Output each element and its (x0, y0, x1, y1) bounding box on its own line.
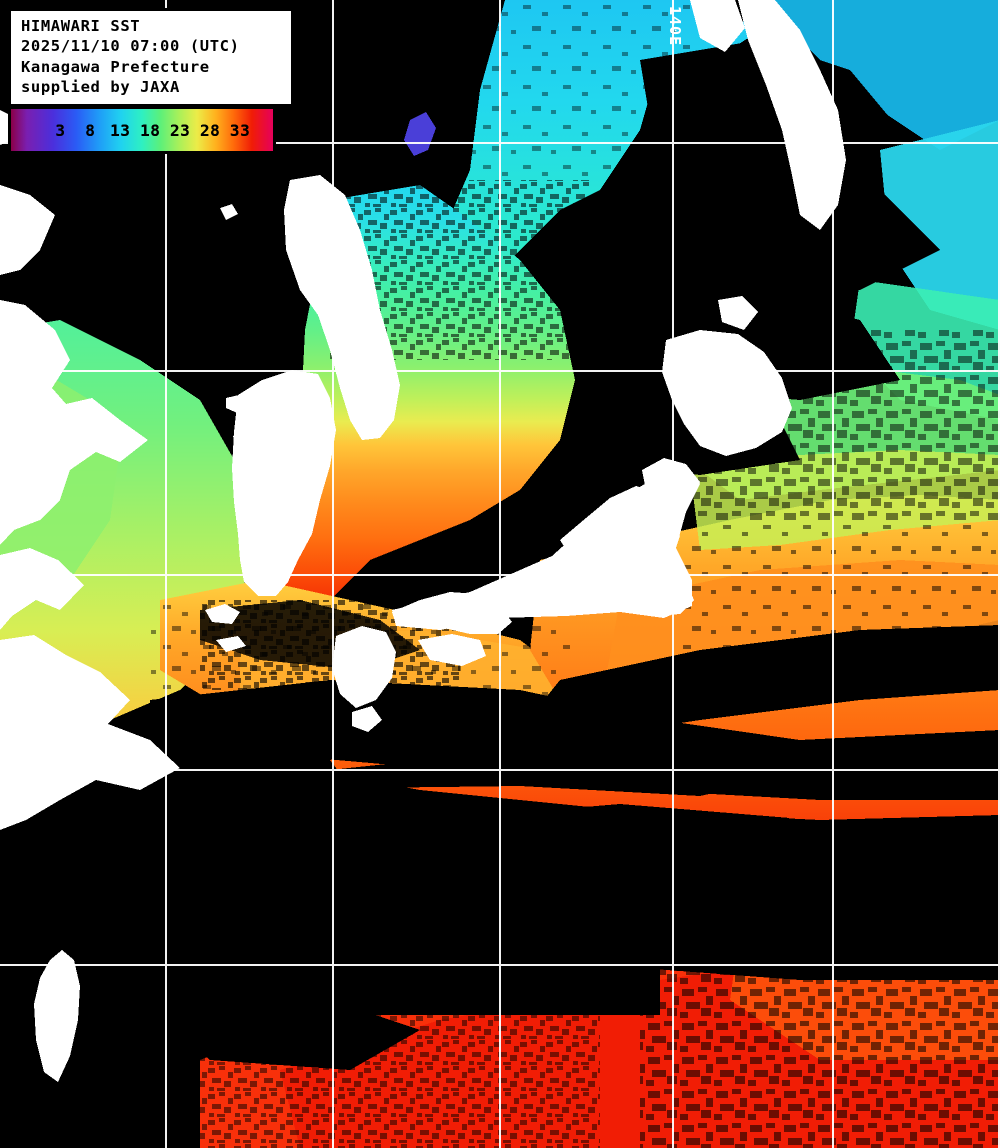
land-china-coast-n (0, 300, 148, 545)
land-japan-shikoku (418, 634, 486, 666)
land-jeju-island (205, 604, 240, 624)
sst-region-north-pacific-nw (760, 0, 1000, 150)
land-korean-peninsula (232, 370, 336, 596)
product-region: Kanagawa Prefecture (21, 57, 210, 76)
product-title: HIMAWARI SST (21, 17, 141, 35)
colorbar-tick-labels: 3 8 13 18 23 28 33 (11, 109, 273, 151)
land-mainland-russia (690, 0, 745, 52)
lake-khanka-sst (404, 112, 436, 156)
product-source: supplied by JAXA (21, 78, 180, 97)
colorbar-tick-3: 3 (55, 120, 66, 140)
land-japan-kyushu (332, 626, 396, 708)
land-korea-north-mountain (284, 175, 400, 440)
colorbar-tick-23: 23 (170, 120, 191, 140)
colorbar-gradient (11, 109, 273, 151)
colorbar-tick-28: 28 (199, 120, 221, 140)
product-info-box: HIMAWARI SST 2025/11/10 07:00 (UTC) Kana… (8, 8, 294, 107)
colorbar-tick-18: 18 (140, 120, 161, 140)
land-small-island-a (220, 204, 238, 220)
land-taiwan (34, 950, 80, 1082)
product-timestamp: 2025/11/10 07:00 (UTC) (21, 37, 240, 56)
land-china-coast-m (0, 548, 84, 630)
sst-region-north-pacific-n (880, 120, 1000, 330)
land-japan-hokkaido (662, 330, 792, 456)
land-small-island-d (14, 236, 28, 250)
colorbar-tick-13: 13 (110, 120, 131, 140)
land-japan-hokkaido-cape (718, 296, 758, 330)
sst-colorbar[interactable]: 3 8 13 18 23 28 33 (8, 106, 276, 154)
colorbar-tick-8: 8 (85, 120, 96, 140)
land-small-island-c (216, 636, 246, 652)
land-sakhalin (738, 0, 846, 230)
land-japan-honshu (392, 468, 700, 630)
land-layer (0, 0, 846, 1082)
land-china-coast-s (0, 635, 180, 830)
colorbar-tick-33: 33 (229, 120, 251, 140)
land-small-island-b (290, 182, 308, 200)
land-japan-kyushu-south (352, 706, 382, 732)
land-china-north (0, 185, 55, 275)
